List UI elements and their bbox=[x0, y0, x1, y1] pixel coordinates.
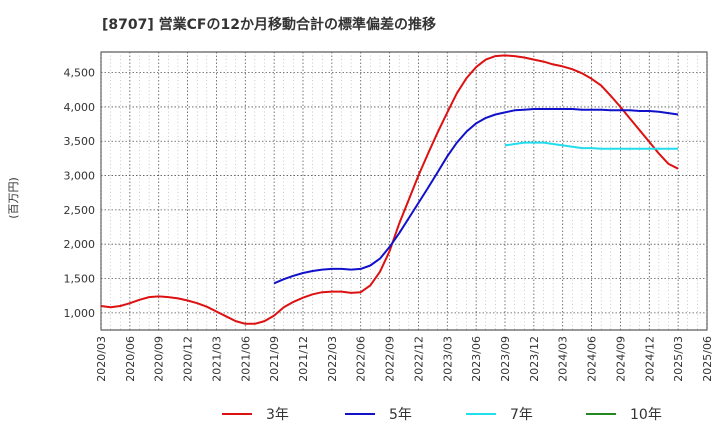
y-tick-label: 1,000 bbox=[64, 307, 96, 320]
y-axis-ticks: 1,000 1,500 2,000 2,500 3,000 3,500 4,000 4,500 bbox=[64, 67, 96, 320]
x-tick-label: 2024/03 bbox=[557, 336, 570, 382]
x-tick-label: 2023/06 bbox=[470, 336, 483, 382]
x-tick-label: 2024/12 bbox=[643, 336, 656, 382]
x-tick-label: 2020/12 bbox=[182, 336, 195, 382]
y-axis-label: (百万円) bbox=[7, 177, 20, 219]
x-axis-ticks: 2020/03 2020/06 2020/09 2020/12 2021/03 2021/… bbox=[95, 336, 714, 382]
x-tick-label: 2022/12 bbox=[412, 336, 425, 382]
legend: 3年 5年 7年 10年 bbox=[222, 407, 662, 423]
x-tick-label: 2023/03 bbox=[441, 336, 454, 382]
y-tick-label: 1,500 bbox=[64, 273, 96, 286]
x-tick-label: 2021/06 bbox=[239, 336, 252, 382]
y-tick-label: 2,500 bbox=[64, 204, 96, 217]
x-tick-label: 2020/06 bbox=[124, 336, 137, 382]
y-tick-label: 2,000 bbox=[64, 238, 96, 251]
x-tick-label: 2024/06 bbox=[586, 336, 599, 382]
x-tick-label: 2025/03 bbox=[672, 336, 685, 382]
x-tick-label: 2021/12 bbox=[297, 336, 310, 382]
x-tick-label: 2024/09 bbox=[614, 336, 627, 382]
y-tick-label: 3,000 bbox=[64, 170, 96, 183]
chart-title: [8707] 営業CFの12か月移動合計の標準偏差の推移 bbox=[102, 17, 436, 33]
series-line bbox=[504, 141, 679, 150]
x-tick-label: 2022/09 bbox=[384, 336, 397, 382]
x-tick-label: 2021/03 bbox=[210, 336, 223, 382]
legend-label: 3年 bbox=[266, 407, 289, 423]
series-lines bbox=[100, 54, 679, 325]
legend-label: 5年 bbox=[389, 407, 412, 423]
x-tick-label: 2022/03 bbox=[326, 336, 339, 382]
legend-label: 10年 bbox=[630, 407, 662, 423]
gridlines bbox=[100, 52, 708, 330]
x-tick-label: 2025/06 bbox=[701, 336, 714, 382]
legend-label: 7年 bbox=[510, 407, 533, 423]
x-tick-label: 2020/03 bbox=[95, 336, 108, 382]
series-line bbox=[100, 54, 679, 325]
x-tick-label: 2023/09 bbox=[499, 336, 512, 382]
x-tick-label: 2020/09 bbox=[153, 336, 166, 382]
y-tick-label: 4,000 bbox=[64, 101, 96, 114]
x-tick-label: 2023/12 bbox=[528, 336, 541, 382]
x-tick-label: 2021/09 bbox=[268, 336, 281, 382]
series-line bbox=[273, 108, 679, 285]
x-tick-label: 2022/06 bbox=[355, 336, 368, 382]
y-tick-label: 3,500 bbox=[64, 135, 96, 148]
y-tick-label: 4,500 bbox=[64, 67, 96, 80]
plot-background bbox=[100, 51, 708, 331]
